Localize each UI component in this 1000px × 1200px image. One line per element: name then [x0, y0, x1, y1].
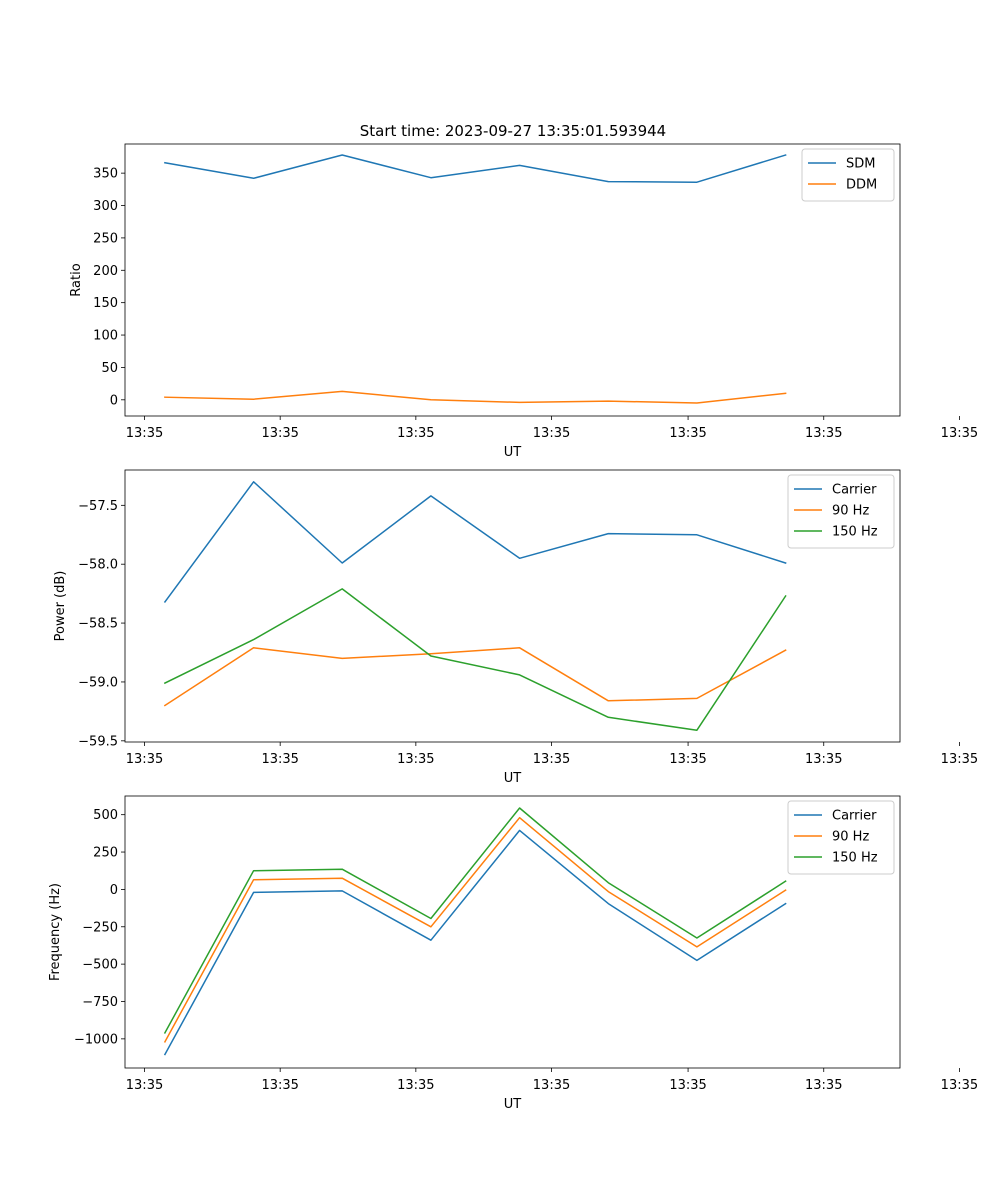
series-line-150-hz — [163, 588, 787, 731]
legend-label: 150 Hz — [832, 851, 878, 866]
legend: SDM DDM — [801, 148, 895, 202]
x-tick-label: 13:35 — [397, 1078, 434, 1093]
axes-frame — [124, 143, 901, 417]
y-tick-label: 50 — [101, 361, 118, 376]
series-line-sdm — [164, 154, 787, 183]
y-tick-label: −58.5 — [78, 617, 118, 632]
legend: Carrier 90 Hz 150 Hz — [787, 800, 895, 875]
y-tick-label: −59.5 — [78, 734, 118, 749]
x-tick-label: 13:35 — [805, 426, 842, 441]
legend-label: 150 Hz — [832, 525, 878, 540]
subplot-2: 13:35 13:35 13:35 13:35 13:35 13:35 13:35 −59.5… — [53, 469, 978, 786]
x-tick-label: 13:35 — [941, 1078, 978, 1093]
y-tick-label: −500 — [82, 958, 118, 973]
legend-label: 90 Hz — [832, 504, 869, 519]
y-tick-label: 0 — [110, 393, 118, 408]
legend: Carrier 90 Hz 150 Hz — [787, 474, 895, 549]
subplot-1: 13:35 13:35 13:35 13:35 13:35 13:35 13:35 0 50 10… — [69, 143, 978, 460]
y-tick-label: 250 — [93, 846, 118, 861]
subplot-3: 13:35 13:35 13:35 13:35 13:35 13:35 13:35 −1000… — [48, 795, 978, 1112]
y-tick-label: −250 — [82, 920, 118, 935]
x-tick-label: 13:35 — [533, 752, 570, 767]
series-line-90-hz — [163, 647, 787, 707]
plots-container: 13:35 13:35 13:35 13:35 13:35 13:35 13:35 0 50 10… — [48, 143, 978, 1112]
x-tick-label: 13:35 — [941, 752, 978, 767]
legend-box — [787, 474, 895, 549]
x-tick-label: 13:35 — [533, 426, 570, 441]
y-tick-label: 100 — [93, 329, 118, 344]
y-axis-label: Frequency (Hz) — [48, 883, 63, 981]
x-tick-label: 13:35 — [126, 426, 163, 441]
legend-label: Carrier — [832, 809, 877, 824]
y-tick-label: −57.5 — [78, 499, 118, 514]
y-tick-label: 500 — [93, 808, 118, 823]
legend-label: Carrier — [832, 483, 877, 498]
x-tick-label: 13:35 — [669, 752, 706, 767]
y-tick-label: −58.0 — [78, 558, 118, 573]
y-tick-label: 300 — [93, 199, 118, 214]
axes-frame — [124, 469, 901, 743]
series-line-150-hz — [163, 807, 787, 1034]
y-tick-label: 250 — [93, 231, 118, 246]
series-line-carrier — [163, 481, 787, 603]
figure-title: Start time: 2023-09-27 13:35:01.593944 — [360, 122, 666, 140]
y-tick-label: 150 — [93, 296, 118, 311]
y-tick-label: −1000 — [74, 1032, 118, 1047]
x-tick-label: 13:35 — [261, 1078, 298, 1093]
y-axis-label: Ratio — [69, 263, 84, 296]
y-tick-label: 350 — [93, 167, 118, 182]
y-tick-label: −59.0 — [78, 675, 118, 690]
y-axis-label: Power (dB) — [53, 571, 68, 642]
legend-label: DDM — [846, 178, 877, 193]
axes-frame — [124, 795, 901, 1069]
legend-label: 90 Hz — [832, 830, 869, 845]
series-line-90-hz — [163, 816, 787, 1043]
x-tick-label: 13:35 — [669, 426, 706, 441]
x-tick-label: 13:35 — [669, 1078, 706, 1093]
x-tick-label: 13:35 — [261, 752, 298, 767]
legend-box — [801, 148, 895, 202]
x-axis-label: UT — [504, 1097, 522, 1112]
x-tick-label: 13:35 — [261, 426, 298, 441]
x-axis-label: UT — [504, 445, 522, 460]
x-tick-label: 13:35 — [941, 426, 978, 441]
y-tick-label: 0 — [110, 883, 118, 898]
y-tick-label: 200 — [93, 264, 118, 279]
series-line-carrier — [163, 829, 787, 1056]
x-tick-label: 13:35 — [126, 752, 163, 767]
y-tick-label: −750 — [82, 995, 118, 1010]
series-line-ddm — [164, 390, 787, 404]
x-tick-label: 13:35 — [805, 1078, 842, 1093]
x-tick-label: 13:35 — [805, 752, 842, 767]
x-tick-label: 13:35 — [397, 752, 434, 767]
x-tick-label: 13:35 — [397, 426, 434, 441]
legend-box — [787, 800, 895, 875]
legend-label: SDM — [846, 157, 875, 172]
x-axis-label: UT — [504, 771, 522, 786]
x-tick-label: 13:35 — [126, 1078, 163, 1093]
x-tick-label: 13:35 — [533, 1078, 570, 1093]
